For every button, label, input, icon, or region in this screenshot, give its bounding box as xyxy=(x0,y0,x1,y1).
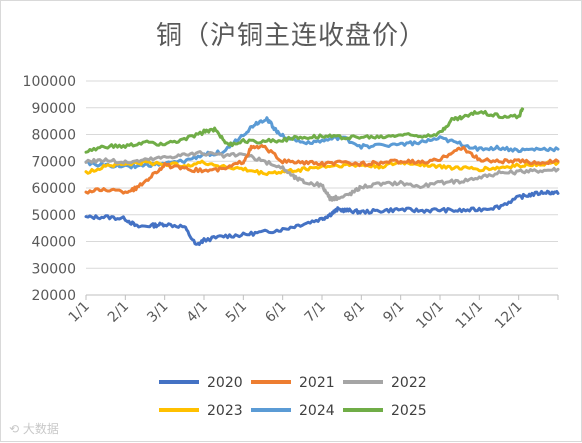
y-tick-label: 20000 xyxy=(31,288,76,304)
watermark-logo: ⟲ 大数据 xyxy=(9,422,59,436)
legend-label-2021: 2021 xyxy=(299,375,335,391)
x-tick-label: 7/1 xyxy=(302,299,329,326)
series-lines xyxy=(84,107,560,246)
y-tick-label: 70000 xyxy=(31,154,76,170)
y-tick-label: 90000 xyxy=(31,101,76,117)
y-axis-ticks: 20000 30000 40000 50000 60000 70000 80000 90000… xyxy=(23,74,76,304)
series-line-2021 xyxy=(84,144,560,195)
legend-label-2023: 2023 xyxy=(207,403,243,419)
x-tick-label: 6/1 xyxy=(262,299,289,326)
x-tick-label: 12/1 xyxy=(492,299,526,333)
series-line-2020 xyxy=(84,189,560,246)
y-tick-label: 80000 xyxy=(31,128,76,144)
series-line-2025 xyxy=(84,107,525,154)
y-tick-label: 100000 xyxy=(23,74,76,90)
legend: 2020 2021 2022 2023 2024 2025 xyxy=(159,375,427,419)
x-tick-label: 5/1 xyxy=(223,299,250,326)
x-tick-label: 4/1 xyxy=(184,299,211,326)
x-tick-label: 2/1 xyxy=(105,299,132,326)
legend-label-2024: 2024 xyxy=(299,403,335,419)
legend-label-2020: 2020 xyxy=(207,375,243,391)
y-tick-label: 30000 xyxy=(31,261,76,277)
x-tick-label: 11/1 xyxy=(453,299,487,333)
x-axis: 1/1 2/1 3/1 4/1 5/1 6/1 7/1 8/1 9/1 10/1 11/1 12/1 xyxy=(66,294,559,333)
y-tick-label: 60000 xyxy=(31,181,76,197)
series-line-2022 xyxy=(84,150,560,202)
legend-label-2022: 2022 xyxy=(391,375,427,391)
x-tick-label: 9/1 xyxy=(380,299,407,326)
x-tick-label: 3/1 xyxy=(144,299,171,326)
legend-label-2025: 2025 xyxy=(391,403,427,419)
chart-title: 铜（沪铜主连收盘价） xyxy=(155,21,426,51)
y-tick-label: 40000 xyxy=(31,235,76,251)
x-tick-label: 10/1 xyxy=(413,299,447,333)
y-tick-label: 50000 xyxy=(31,208,76,224)
x-tick-label: 8/1 xyxy=(341,299,368,326)
